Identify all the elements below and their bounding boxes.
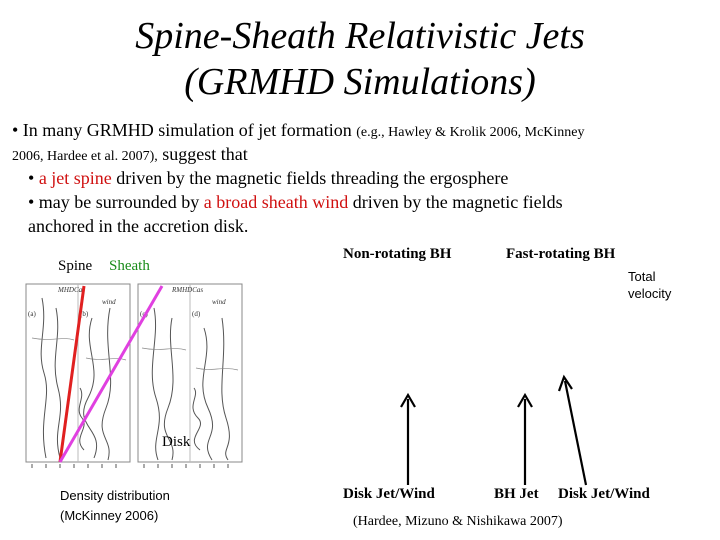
- sheath-label: Sheath: [109, 258, 150, 274]
- fastrot-disk-jet-wind-label: Disk Jet/Wind: [558, 486, 650, 502]
- bullet-1-ref-part2: 2006, Hardee et al. 2007),: [12, 149, 158, 164]
- disk-label: Disk: [162, 434, 191, 450]
- wind-right-text: wind: [212, 298, 226, 306]
- fastrot-disk-arrow: [563, 380, 588, 486]
- citation: (Hardee, Mizuno & Nishikawa 2007): [353, 514, 563, 529]
- figure-caption-line2: (McKinney 2006): [60, 508, 159, 523]
- density-contours: [40, 297, 230, 461]
- velocity-arrows: [400, 374, 588, 486]
- spine-label: Spine: [58, 258, 93, 274]
- spine-line: [58, 285, 86, 463]
- total-velocity-line1: Total: [628, 269, 656, 284]
- panel-a-label: (a): [28, 310, 36, 318]
- bullet-2: • a jet spine driven by the magnetic fie…: [28, 166, 508, 190]
- slide-title-line1: Spine-Sheath Relativistic Jets: [135, 15, 585, 57]
- bullet-3-highlight: a broad sheath wind: [203, 192, 349, 212]
- bullet-1-ref-part1: (e.g., Hawley & Krolik 2006, McKinney: [356, 125, 585, 140]
- slide-title-line2: (GRMHD Simulations): [184, 61, 536, 103]
- bullet-1-text: • In many GRMHD simulation of jet format…: [12, 120, 357, 140]
- density-distribution-figure: (a) (b) (c) (d) MHDCas RMHDCas wind wind: [22, 278, 247, 468]
- bullet-2-post: driven by the magnetic fields threading …: [111, 168, 509, 188]
- bullet-1-cont: 2006, Hardee et al. 2007), suggest that: [12, 142, 248, 169]
- axis-ticks: [31, 464, 229, 468]
- sheath-line: [58, 285, 164, 463]
- bh-jet-label: BH Jet: [494, 486, 539, 502]
- bullet-3: • may be surrounded by a broad sheath wi…: [28, 190, 563, 214]
- bullet-2-highlight: a jet spine: [38, 168, 112, 188]
- fast-rotating-bh-label: Fast-rotating BH: [506, 246, 616, 262]
- tag-right: RMHDCas: [171, 286, 203, 294]
- panel-b-label: (b): [80, 310, 89, 318]
- bullet-3-line2: anchored in the accretion disk.: [28, 216, 249, 236]
- total-velocity-label: Total velocity: [628, 268, 671, 302]
- bullet-1: • In many GRMHD simulation of jet format…: [12, 118, 585, 145]
- bullet-2-pre: •: [28, 168, 39, 188]
- bullet-3-post: driven by the magnetic fields: [348, 192, 563, 212]
- figure-caption-line1: Density distribution: [60, 488, 170, 503]
- bullet-1-tail: suggest that: [157, 144, 248, 164]
- non-rotating-bh-label: Non-rotating BH: [343, 246, 452, 262]
- disk-jet-wind-label: Disk Jet/Wind: [343, 486, 435, 502]
- panel-d-label: (d): [192, 310, 201, 318]
- tag-left: MHDCas: [57, 286, 85, 294]
- bullet-3-pre: • may be surrounded by: [28, 192, 204, 212]
- wind-left-text: wind: [102, 298, 116, 306]
- total-velocity-line2: velocity: [628, 286, 672, 301]
